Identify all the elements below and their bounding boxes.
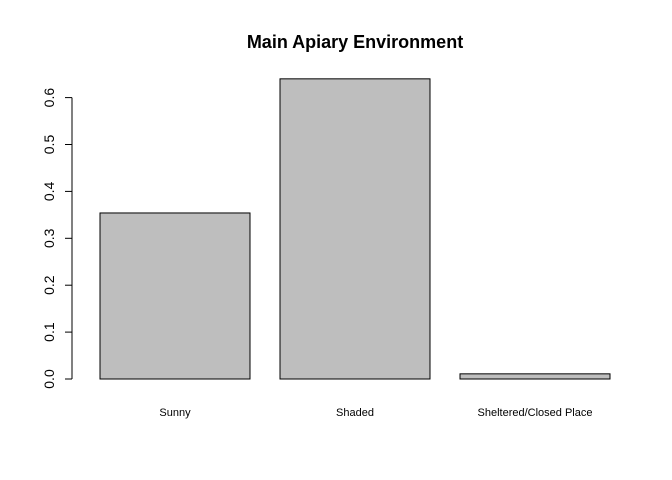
bar-1 xyxy=(279,78,431,380)
bar-0 xyxy=(99,212,251,380)
y-axis: 0.0 0.1 0.2 0.3 0.4 0.5 0.6 xyxy=(41,88,73,389)
y-tick-label-6: 0.6 xyxy=(41,88,57,108)
chart-title: Main Apiary Environment xyxy=(247,32,463,52)
bars-group xyxy=(99,78,611,380)
bar-2 xyxy=(459,373,611,380)
y-tick-label-1: 0.1 xyxy=(41,322,57,342)
y-tick-label-4: 0.4 xyxy=(41,181,57,201)
x-tick-label-2: Sheltered/Closed Place xyxy=(478,407,593,419)
x-axis-labels: Sunny Shaded Sheltered/Closed Place xyxy=(159,407,592,419)
y-tick-label-2: 0.2 xyxy=(41,275,57,295)
x-tick-label-1: Shaded xyxy=(336,407,374,419)
y-tick-label-5: 0.5 xyxy=(41,135,57,155)
x-tick-label-0: Sunny xyxy=(159,407,191,419)
y-tick-label-0: 0.0 xyxy=(41,369,57,389)
y-tick-label-3: 0.3 xyxy=(41,228,57,248)
